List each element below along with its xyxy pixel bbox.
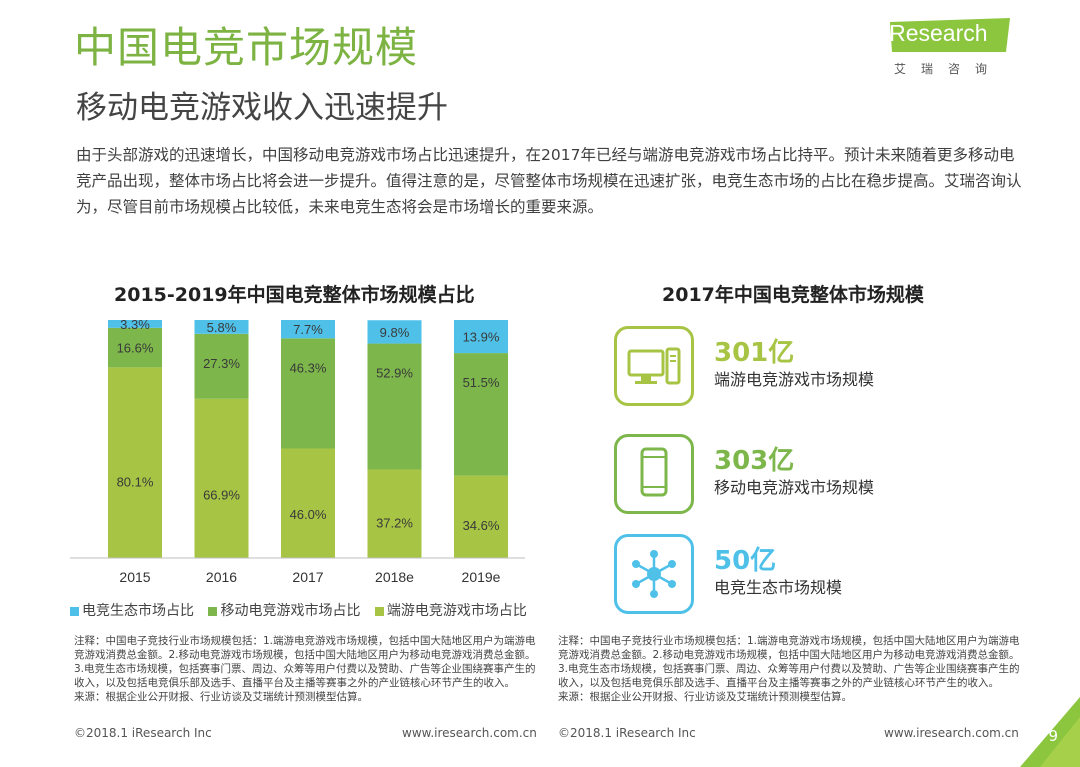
data-label: 52.9% [376,366,413,381]
stat-mobile-market: 303亿 移动电竞游戏市场规模 [614,434,994,514]
desktop-pc-icon [614,326,694,406]
data-label: 7.7% [293,322,323,337]
logo-background-icon [890,18,1010,52]
note-right: 注释：中国电子竞技行业市场规模包括：1.端游电竞游戏市场规模，包括中国大陆地区用… [558,634,1026,704]
intro-paragraph: 由于头部游戏的迅速增长，中国移动电竞游戏市场占比迅速提升，在2017年已经与端游… [76,146,1022,216]
data-label: 9.8% [380,325,410,340]
legend-item-ecosystem: 电竞生态市场占比 [70,600,194,620]
legend-label: 端游电竞游戏市场占比 [386,603,527,619]
data-label: 80.1% [117,475,154,490]
note-left: 注释：中国电子竞技行业市场规模包括：1.端游电竞游戏市场规模，包括中国大陆地区用… [74,634,542,704]
footer-copyright-left: ©2018.1 iResearch Inc [74,726,212,740]
note-source: 来源：根据企业公开财报、行业访谈及艾瑞统计预测模型估算。 [558,691,852,703]
logo-brand-text: iResearch [884,20,988,46]
legend-swatch [374,606,384,616]
bar-segment [108,320,162,328]
page-corner-decoration [1020,697,1080,767]
stat-value: 50亿 [714,546,777,576]
bar-segment [281,338,335,449]
stat-label: 移动电竞游戏市场规模 [714,478,875,497]
data-label: 27.3% [203,356,240,371]
mobile-phone-icon [614,434,694,514]
bar-segment [454,353,508,476]
stat-ecosystem-market: 50亿 电竞生态市场规模 [614,534,994,614]
bar-segment [194,398,249,558]
data-label: 16.6% [117,341,154,356]
bar-segment [194,320,249,334]
note-text: 注释：中国电子竞技行业市场规模包括：1.端游电竞游戏市场规模，包括中国大陆地区用… [558,635,1020,689]
data-label: 51.5% [463,375,500,390]
network-node-icon [614,534,694,614]
bar-segment [281,320,335,339]
x-tick-label: 2017 [292,569,323,585]
legend-item-pc: 端游电竞游戏市场占比 [374,600,527,620]
page-subtitle: 移动电竞游戏收入迅速提升 [76,90,448,126]
footer-website-right[interactable]: www.iresearch.com.cn [884,726,1019,740]
bar-segment [367,469,422,558]
stacked-bar-chart: 80.1% 16.6% 3.3% 2015 66.9% 27.3% 5.8% 2016 46.0… [70,317,525,585]
data-label: 3.3% [120,317,150,332]
chart-title: 2015-2019年中国电竞整体市场规模占比 [114,284,475,306]
bar-segment [108,327,162,368]
footer-copyright-right: ©2018.1 iResearch Inc [558,726,696,740]
data-label: 34.6% [463,518,500,533]
bar-segment [367,320,422,344]
bar-segment [194,333,249,399]
data-label: 13.9% [463,330,500,345]
data-label: 46.0% [290,507,327,522]
data-label: 66.9% [203,487,240,502]
stat-value: 303亿 [714,446,795,476]
legend-swatch [208,606,218,616]
iresearch-logo: iResearch 艾瑞咨询 [880,12,1020,82]
x-tick-label: 2015 [119,569,150,585]
data-label: 5.8% [207,320,237,335]
legend-label: 移动电竞游戏市场占比 [220,603,361,619]
page-number: 9 [1048,727,1058,745]
chart-legend: 电竞生态市场占比 移动电竞游戏市场占比 端游电竞游戏市场占比 [70,600,537,620]
bar-segment [367,343,422,470]
bar-segment [281,448,335,558]
legend-label: 电竞生态市场占比 [82,603,194,619]
stat-label: 端游电竞游戏市场规模 [714,370,875,389]
data-label: 46.3% [290,360,327,375]
footer-website-left[interactable]: www.iresearch.com.cn [402,726,537,740]
x-tick-label: 2019e [462,569,501,585]
note-text: 注释：中国电子竞技行业市场规模包括：1.端游电竞游戏市场规模，包括中国大陆地区用… [74,635,536,689]
data-label: 37.2% [376,516,413,531]
stat-value: 301亿 [714,338,795,368]
note-source: 来源：根据企业公开财报、行业访谈及艾瑞统计预测模型估算。 [74,691,368,703]
stat-label: 电竞生态市场规模 [714,578,843,597]
logo-cn-text: 艾瑞咨询 [894,62,1003,76]
bar-segment [108,367,162,558]
bar-segment [454,475,508,558]
legend-item-mobile: 移动电竞游戏市场占比 [208,600,360,620]
stat-pc-market: 301亿 端游电竞游戏市场规模 [614,326,994,406]
legend-swatch [70,606,79,616]
stats-title: 2017年中国电竞整体市场规模 [662,284,924,306]
x-tick-label: 2016 [206,569,237,585]
page-title: 中国电竞市场规模 [74,23,419,72]
bar-segment [454,320,508,354]
x-tick-label: 2018e [375,569,414,585]
